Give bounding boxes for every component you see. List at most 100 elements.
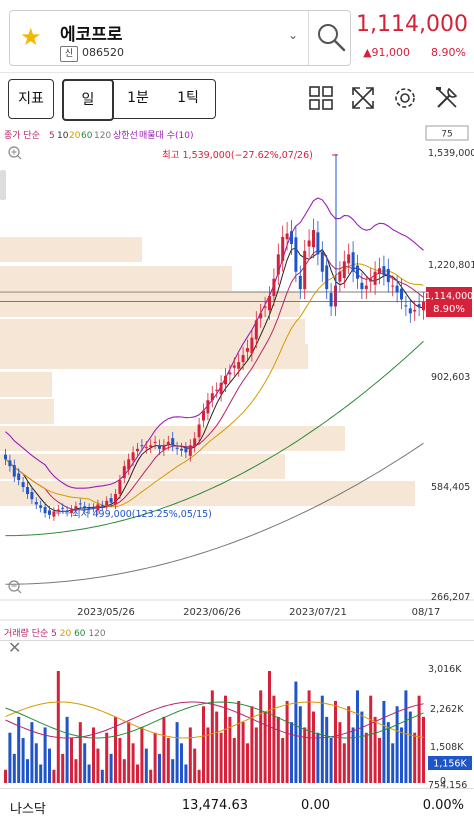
volume-legend-row: 거래량 단순 5 20 60 120 [4,626,106,639]
search-icon[interactable] [316,22,346,52]
period-day-button[interactable]: 일 [62,79,114,121]
candle-body [210,393,214,401]
volume-bar [26,759,29,783]
candle-body [202,410,205,421]
volume-bar [373,716,377,783]
current-volume-tag [428,756,472,770]
volume-bar [171,759,175,783]
zoom-out-icon[interactable] [8,580,22,594]
volume-bar [193,748,197,783]
volume-bar [131,743,135,783]
volume-bar [83,743,87,783]
low-annotation: 최저 499,000(123.25%,05/15) [72,509,212,520]
y-tick-3: 584,405 [431,482,470,493]
volume-bar [312,711,315,783]
candle-body [26,487,29,494]
candle-body [83,506,87,508]
volume-profile-bar [0,237,142,262]
volume-bar [8,732,12,783]
candle-body [268,296,271,311]
expand-icon[interactable] [350,85,376,111]
volume-bar [422,716,425,783]
period-1min-button[interactable]: 1분 [127,90,149,106]
volume-bar [118,738,122,783]
volume-bar [342,743,346,783]
volume-bar [285,700,289,783]
vol-y-tick-1: 2,262K [430,704,464,715]
volume-bar [87,764,91,783]
volume-bar [206,727,210,783]
stock-name[interactable]: 에코프로 [60,25,123,45]
volume-bar [210,690,214,783]
vol-legend-prefix-text: 거래량 단순 [4,629,49,639]
market-change: 0.00 [301,798,330,813]
candle-body [294,237,298,272]
indicator-button[interactable]: 지표 [8,79,54,119]
volume-bar [162,716,166,783]
volume-bar [250,706,254,783]
divider [308,11,309,65]
volume-bar [232,738,236,783]
volume-bar [144,748,148,783]
candle-body [39,505,43,508]
volume-profile [0,237,415,506]
candle-body [408,308,412,314]
volume-bar [136,764,139,783]
vol-y-tick-2: 1,508K [430,742,464,753]
volume-bar [369,695,373,783]
volume-bar [404,690,408,783]
candle-body [360,282,364,290]
candle-body [219,382,223,395]
tools-icon[interactable] [434,85,460,111]
zoom-in-icon[interactable] [8,146,22,160]
volume-bar [4,769,7,783]
volume-bar [364,732,368,783]
legend-volume-profile: 매물대 수(10) [139,130,193,141]
candle-body [30,492,34,500]
candle-body [246,348,249,352]
x-tick-2: 2023/07/21 [289,607,347,618]
market-change-pct: 0.00% [422,798,464,813]
candle-body [250,337,254,354]
volume-bar [254,727,258,783]
candle-body [386,268,390,283]
y-tick-0: 1,539,000 [428,148,474,159]
volume-bar [334,700,337,783]
volume-bar [202,706,205,783]
volume-bar [246,743,249,783]
favorite-star-icon[interactable]: ★ [20,23,42,51]
candle-body [276,254,280,275]
candle-body [100,505,104,507]
candle-body [272,278,276,297]
legend-value-box[interactable] [425,125,469,141]
chevron-down-icon[interactable]: ⌄ [288,28,299,42]
volume-chart[interactable]: 3,016K 2,262K 1,508K 754,156 1,156K [0,640,474,788]
upper-band-line [5,197,424,489]
change-percent: 8.90% [431,46,466,59]
volume-bar [382,700,386,783]
volume-bar [34,743,38,783]
candle-body [52,511,56,517]
legend-value: 75 [441,130,452,140]
candle-body [70,509,73,513]
close-icon[interactable]: ✕ [8,638,22,657]
volume-bar [263,711,267,783]
candle-body [180,448,183,451]
market-status-bar[interactable]: 나스닥 13,474.63 0.00 0.00% [0,788,474,823]
stock-search-box[interactable]: ★ 에코프로 신 086520 ⌄ [9,10,351,66]
volume-bar [100,769,104,783]
y-tick-2: 902,603 [431,372,470,383]
candle-body [65,510,69,513]
layout-grid-icon[interactable] [308,85,334,111]
candle-body [188,445,192,456]
volume-ma-line [5,701,424,739]
period-1tick-button[interactable]: 1틱 [177,90,199,106]
candle-body [166,441,170,445]
candle-body [391,285,395,287]
settings-icon[interactable] [392,85,418,111]
price-chart[interactable]: 종가 단순 5 10 20 60 120 상한선 매물대 수(10) 75 최고… [0,124,474,640]
scroll-handle[interactable] [0,170,6,200]
volume-bar [219,732,223,783]
candle-body [56,509,60,512]
x-tick-0: 2023/05/26 [77,607,135,618]
